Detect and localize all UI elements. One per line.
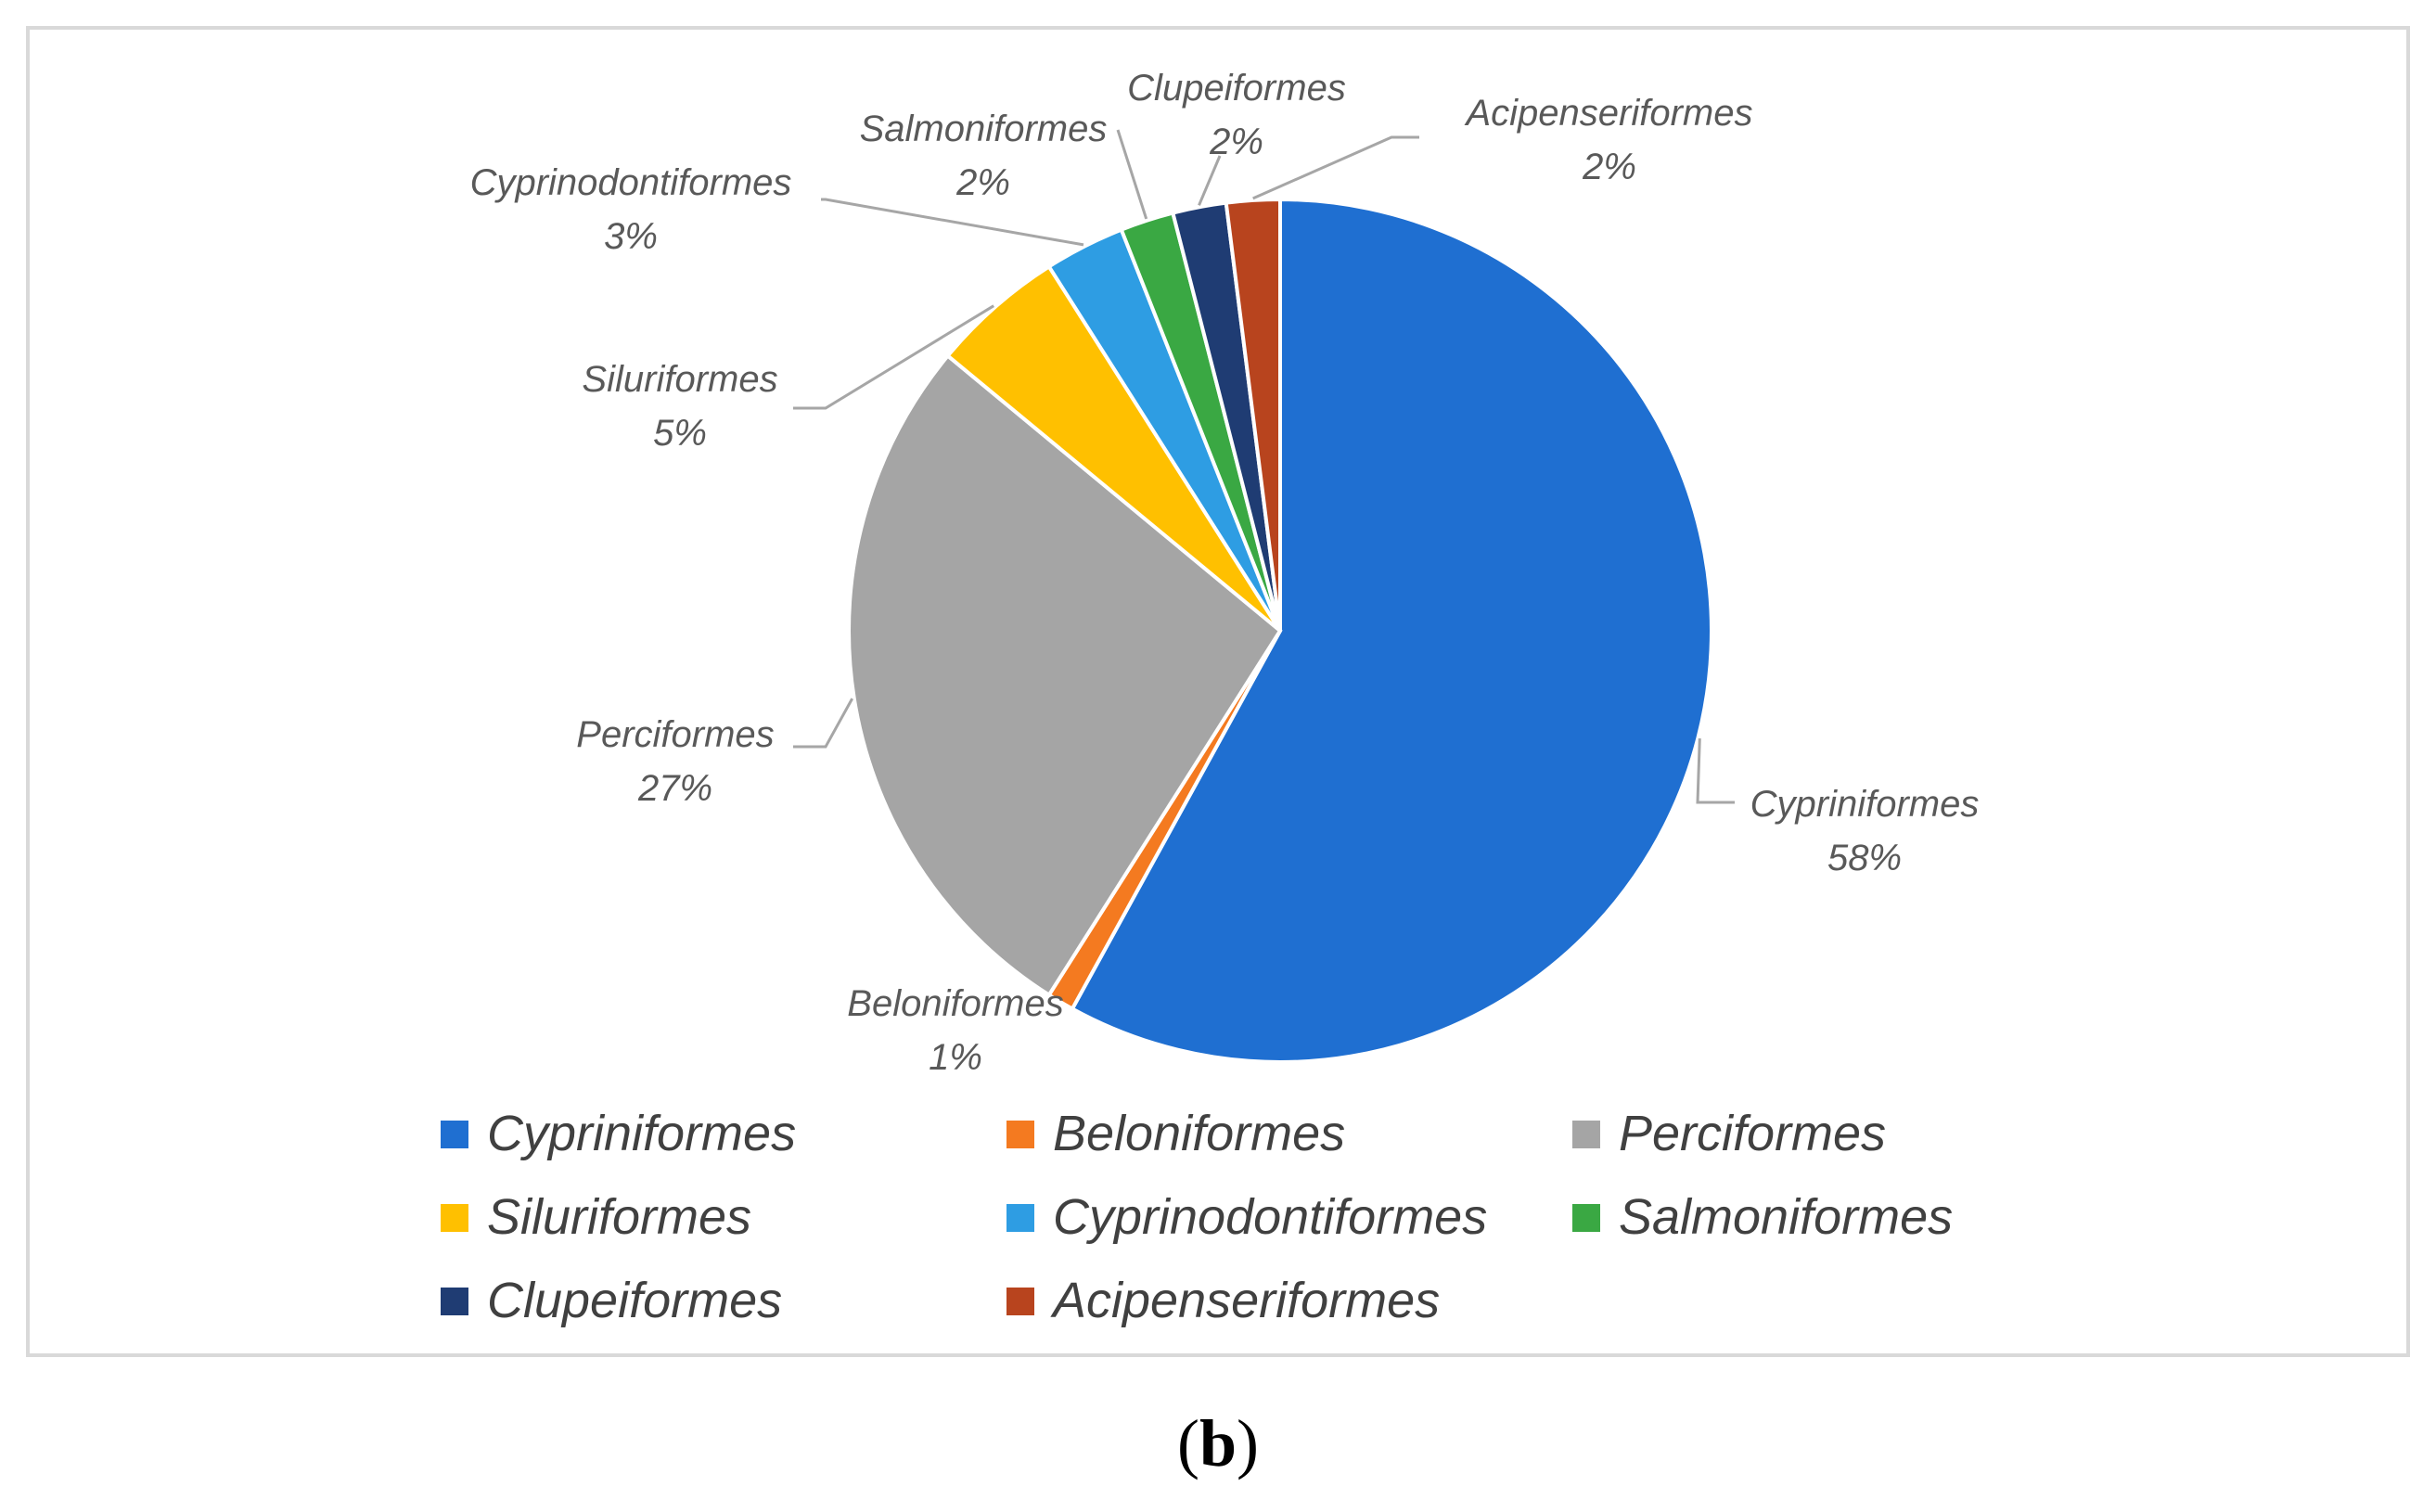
- pie-slice-cypriniformes: [1070, 197, 1713, 1064]
- data-labels: Cypriniformes 58% Beloniformes 1% Perciforme…: [470, 68, 1980, 1078]
- legend-label-clupeiformes: Clupeiformes: [487, 1273, 782, 1328]
- legend-item-clupeiformes: Clupeiformes: [441, 1273, 782, 1328]
- data-label-name-clupeiformes: Clupeiformes: [1127, 68, 1346, 109]
- legend-swatch-acipenseriformes: [1006, 1288, 1034, 1315]
- pie-slice-siluriformes: [944, 263, 1282, 633]
- data-label-pct-acipenseriformes: 2%: [1582, 147, 1636, 187]
- leader-line-clupeiformes: [1198, 155, 1222, 206]
- leader-lines: [793, 129, 1735, 804]
- legend-label-beloniformes: Beloniformes: [1053, 1106, 1345, 1161]
- data-label-name-cyprinodontiformes: Cyprinodontiformes: [470, 162, 792, 203]
- leader-line-siluriformes: [793, 304, 994, 410]
- figure-caption: (b): [1176, 1406, 1259, 1480]
- leader-line-cyprinodontiformes: [821, 198, 1084, 247]
- data-label-pct-cypriniformes: 58%: [1827, 838, 1902, 878]
- legend-label-perciformes: Perciformes: [1619, 1106, 1886, 1161]
- legend-label-acipenseriformes: Acipenseriformes: [1050, 1273, 1440, 1328]
- pie-slice-acipenseriformes: [1224, 197, 1282, 632]
- leader-line-perciformes: [793, 698, 854, 749]
- pie-slice-perciformes: [847, 352, 1283, 998]
- legend-swatch-cypriniformes: [441, 1121, 468, 1148]
- data-label-pct-clupeiformes: 2%: [1209, 122, 1263, 162]
- data-label-pct-beloniformes: 1%: [929, 1037, 982, 1078]
- data-label-name-beloniformes: Beloniformes: [847, 983, 1063, 1024]
- legend-label-cypriniformes: Cypriniformes: [487, 1106, 796, 1161]
- legend-swatch-salmoniformes: [1572, 1204, 1600, 1232]
- legend-label-siluriformes: Siluriformes: [487, 1189, 751, 1245]
- data-label-name-salmoniformes: Salmoniformes: [860, 109, 1108, 149]
- data-label-pct-cyprinodontiformes: 3%: [604, 216, 658, 257]
- data-label-pct-salmoniformes: 2%: [955, 162, 1010, 203]
- leader-line-acipenseriformes: [1252, 135, 1419, 200]
- legend-label-cyprinodontiformes: Cyprinodontiformes: [1053, 1189, 1487, 1245]
- data-label-name-siluriformes: Siluriformes: [582, 359, 777, 400]
- legend-swatch-siluriformes: [441, 1204, 468, 1232]
- legend-swatch-clupeiformes: [441, 1288, 468, 1315]
- leader-line-salmoniformes: [1116, 129, 1148, 220]
- legend: Cypriniformes Beloniformes Perciformes Silu…: [441, 1106, 1953, 1328]
- legend-item-cyprinodontiformes: Cyprinodontiformes: [1006, 1189, 1487, 1245]
- pie-slices: [847, 197, 1713, 1064]
- legend-swatch-perciformes: [1572, 1121, 1600, 1148]
- legend-swatch-beloniformes: [1006, 1121, 1034, 1148]
- data-label-pct-perciformes: 27%: [637, 768, 712, 809]
- data-label-name-acipenseriformes: Acipenseriformes: [1464, 93, 1752, 134]
- data-label-name-cypriniformes: Cypriniformes: [1750, 784, 1980, 825]
- data-label-name-perciformes: Perciformes: [576, 714, 774, 755]
- legend-item-perciformes: Perciformes: [1572, 1106, 1886, 1161]
- legend-item-siluriformes: Siluriformes: [441, 1189, 751, 1245]
- leader-line-cypriniformes: [1696, 738, 1735, 804]
- legend-swatch-cyprinodontiformes: [1006, 1204, 1034, 1232]
- legend-item-salmoniformes: Salmoniformes: [1572, 1189, 1953, 1245]
- data-label-pct-siluriformes: 5%: [653, 413, 707, 454]
- legend-item-cypriniformes: Cypriniformes: [441, 1106, 796, 1161]
- legend-item-acipenseriformes: Acipenseriformes: [1006, 1273, 1440, 1328]
- legend-item-beloniformes: Beloniformes: [1006, 1106, 1345, 1161]
- legend-label-salmoniformes: Salmoniformes: [1619, 1189, 1953, 1245]
